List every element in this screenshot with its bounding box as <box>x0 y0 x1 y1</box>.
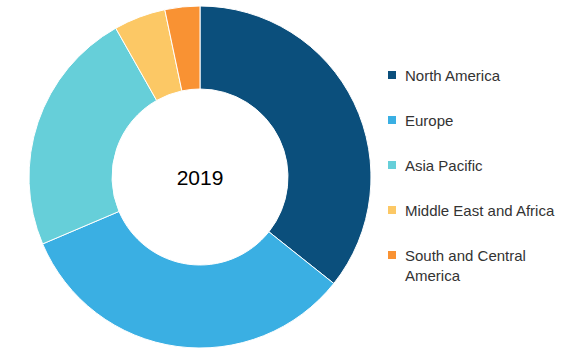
legend-label: Asia Pacific <box>405 157 483 174</box>
legend-swatch <box>388 251 396 259</box>
slice <box>200 6 371 283</box>
legend-swatch <box>388 161 396 169</box>
donut <box>29 6 371 348</box>
legend-label: Europe <box>405 112 453 129</box>
legend-label: South and CentralAmerica <box>405 247 526 284</box>
legend-swatch <box>388 71 396 79</box>
center-title: 2019 <box>177 166 224 189</box>
slice <box>43 211 334 348</box>
slice <box>165 6 200 91</box>
legend-swatch <box>388 116 396 124</box>
chart: 2019 North America Europe Asia Pacific Middl… <box>0 0 568 358</box>
legend-label: North America <box>405 67 501 84</box>
legend-label: Middle East and Africa <box>405 202 555 219</box>
legend: North America Europe Asia Pacific Middle Ea… <box>388 67 555 284</box>
legend-swatch <box>388 206 396 214</box>
